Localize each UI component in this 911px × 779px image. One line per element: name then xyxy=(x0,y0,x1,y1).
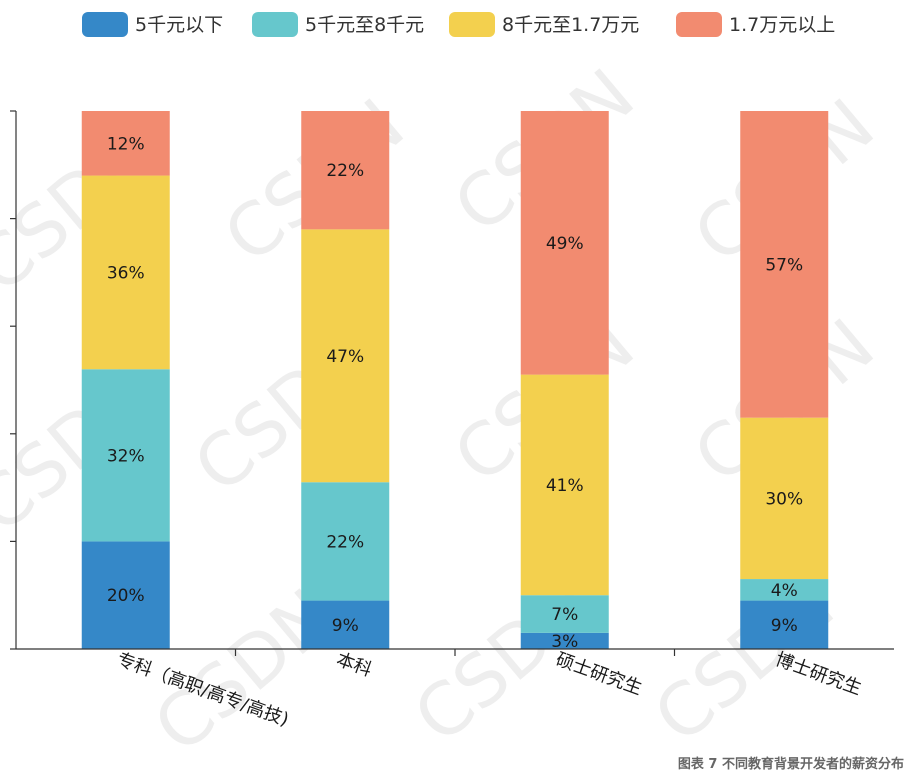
data-label: 7% xyxy=(551,605,578,625)
data-label: 22% xyxy=(326,161,364,181)
data-label: 30% xyxy=(765,489,803,509)
legend: 5千元以下 5千元至8千元 8千元至1.7万元 1.7万元以上 xyxy=(82,12,835,37)
figure-caption: 图表 7 不同教育背景开发者的薪资分布 xyxy=(678,756,904,772)
data-label: 9% xyxy=(332,616,359,636)
bar-segment xyxy=(301,111,390,230)
bar-stack: 9% 22% 47% 22% xyxy=(301,111,390,649)
bar-segment xyxy=(520,111,609,375)
bar-segment xyxy=(740,600,829,649)
bar-segment xyxy=(520,374,609,596)
legend-swatch xyxy=(449,12,495,37)
data-label: 3% xyxy=(551,632,578,652)
bar-segment xyxy=(81,369,170,542)
data-label: 12% xyxy=(107,134,145,154)
data-label: 57% xyxy=(765,255,803,275)
legend-label: 8千元至1.7万元 xyxy=(502,14,639,36)
legend-swatch xyxy=(252,12,298,37)
bar-segment xyxy=(520,632,609,649)
data-label: 4% xyxy=(771,581,798,601)
data-label: 41% xyxy=(546,476,584,496)
legend-label: 5千元至8千元 xyxy=(305,14,424,36)
x-tick-label: 硕士研究生 xyxy=(553,649,645,700)
bar-segment xyxy=(301,600,390,649)
bar-segment xyxy=(520,595,609,633)
bar-stack: 3% 7% 41% 49% xyxy=(520,111,609,652)
data-label: 9% xyxy=(771,616,798,636)
bar-segment xyxy=(301,229,390,483)
bar-segment xyxy=(81,541,170,649)
bar-segment xyxy=(740,579,829,601)
legend-label: 1.7万元以上 xyxy=(729,14,835,36)
bar-segment xyxy=(740,111,829,418)
bar-segment xyxy=(740,417,829,580)
bar-stack: 20% 32% 36% 12% xyxy=(81,111,170,649)
bar-segment xyxy=(81,175,170,370)
legend-swatch xyxy=(82,12,128,37)
data-label: 36% xyxy=(107,263,145,283)
legend-swatch xyxy=(676,12,722,37)
data-label: 20% xyxy=(107,586,145,606)
legend-label: 5千元以下 xyxy=(135,14,223,36)
bar-segment xyxy=(301,482,390,601)
legend-item[interactable]: 8千元至1.7万元 xyxy=(449,12,639,37)
data-label: 32% xyxy=(107,446,145,466)
bar-stack: 9% 4% 30% 57% xyxy=(740,111,829,649)
x-tick-label: 本科 xyxy=(334,649,375,681)
data-label: 49% xyxy=(546,234,584,254)
data-label: 22% xyxy=(326,532,364,552)
legend-item[interactable]: 1.7万元以上 xyxy=(676,12,835,37)
legend-item[interactable]: 5千元以下 xyxy=(82,12,223,37)
legend-item[interactable]: 5千元至8千元 xyxy=(252,12,424,37)
bars: 20% 32% 36% 12% 9% 22% 47% 22% 3% 7% 41% 49% 9% 4% 30%… xyxy=(81,111,829,652)
bar-segment xyxy=(81,111,170,176)
data-label: 47% xyxy=(326,347,364,367)
